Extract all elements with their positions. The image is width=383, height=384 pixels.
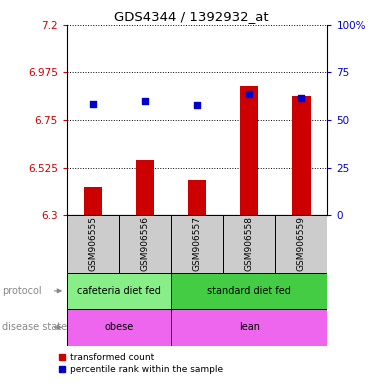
Text: GSM906557: GSM906557	[193, 216, 202, 271]
Bar	[119, 215, 171, 273]
Text: GSM906556: GSM906556	[141, 216, 150, 271]
Point	[142, 98, 148, 104]
Bar	[188, 180, 206, 215]
Text: disease state: disease state	[2, 322, 67, 333]
Bar	[67, 273, 171, 309]
Bar	[275, 215, 327, 273]
Bar	[292, 96, 311, 215]
Text: GSM906559: GSM906559	[297, 216, 306, 271]
Bar	[67, 309, 171, 346]
Bar	[67, 215, 119, 273]
Text: GSM906558: GSM906558	[245, 216, 254, 271]
Point	[298, 95, 304, 101]
Text: obese: obese	[105, 322, 134, 333]
Bar	[136, 160, 154, 215]
Text: protocol: protocol	[2, 286, 41, 296]
Bar	[240, 86, 259, 215]
Bar	[223, 215, 275, 273]
Text: standard diet fed: standard diet fed	[208, 286, 291, 296]
Point	[246, 91, 252, 97]
Bar	[171, 273, 327, 309]
Point	[194, 102, 200, 108]
Bar	[84, 187, 102, 215]
Text: GSM906555: GSM906555	[88, 216, 98, 271]
Bar	[171, 309, 327, 346]
Text: GDS4344 / 1392932_at: GDS4344 / 1392932_at	[114, 10, 269, 23]
Bar	[171, 215, 223, 273]
Legend: transformed count, percentile rank within the sample: transformed count, percentile rank withi…	[54, 350, 226, 377]
Point	[90, 101, 96, 107]
Text: lean: lean	[239, 322, 260, 333]
Text: cafeteria diet fed: cafeteria diet fed	[77, 286, 161, 296]
